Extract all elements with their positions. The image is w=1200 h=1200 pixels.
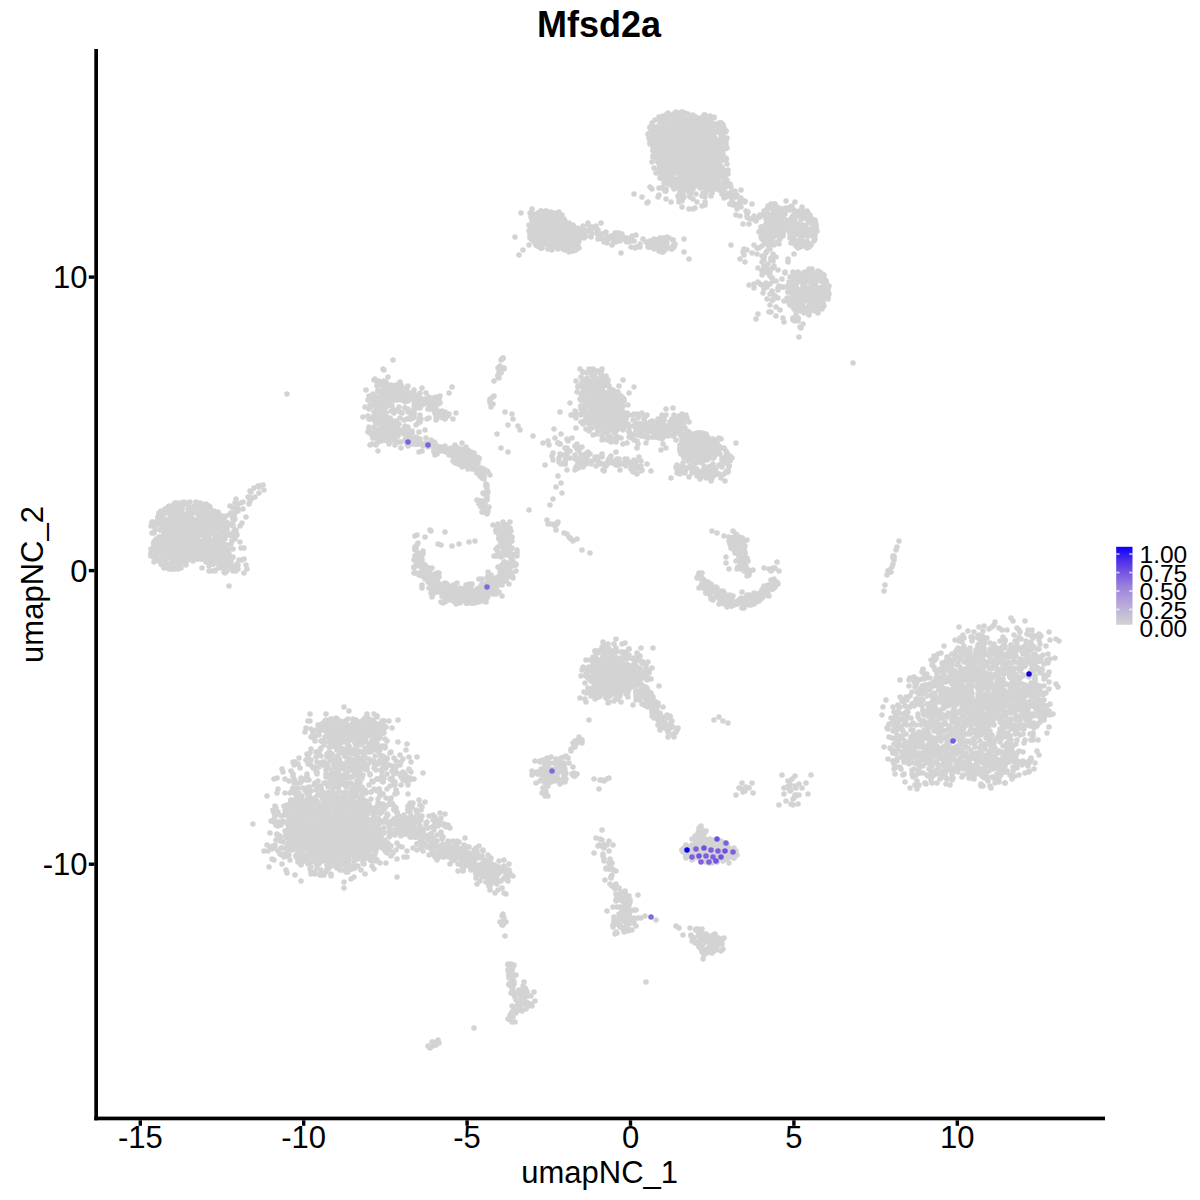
- svg-text:-5: -5: [453, 1120, 481, 1155]
- svg-text:umapNC_2: umapNC_2: [15, 506, 50, 663]
- svg-text:umapNC_1: umapNC_1: [521, 1155, 678, 1190]
- svg-text:10: 10: [53, 260, 87, 295]
- svg-text:10: 10: [940, 1120, 974, 1155]
- svg-text:-10: -10: [281, 1120, 326, 1155]
- svg-text:5: 5: [785, 1120, 802, 1155]
- svg-text:-15: -15: [118, 1120, 163, 1155]
- svg-text:-10: -10: [43, 847, 88, 882]
- svg-text:0.00: 0.00: [1140, 615, 1188, 642]
- svg-text:0: 0: [622, 1120, 639, 1155]
- svg-text:Mfsd2a: Mfsd2a: [537, 4, 662, 45]
- svg-text:0: 0: [70, 554, 87, 589]
